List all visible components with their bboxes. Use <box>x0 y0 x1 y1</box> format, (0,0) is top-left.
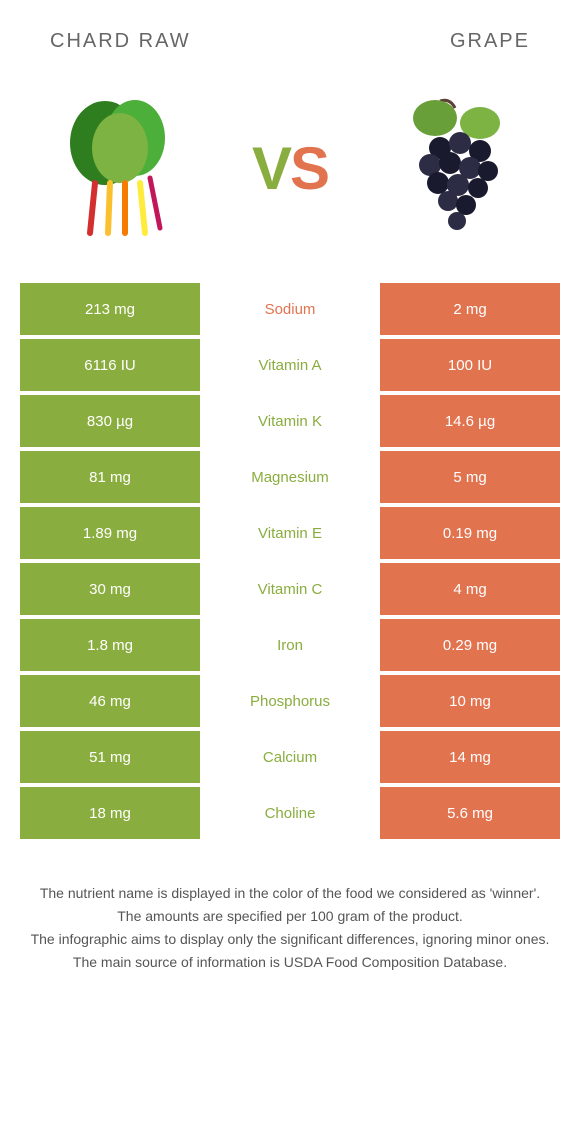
cell-nutrient-name: Sodium <box>200 283 380 335</box>
title-left: CHARD RAW <box>50 30 191 53</box>
cell-left-value: 1.89 mg <box>20 507 200 559</box>
cell-right-value: 5 mg <box>380 451 560 503</box>
cell-left-value: 1.8 mg <box>20 619 200 671</box>
cell-nutrient-name: Calcium <box>200 731 380 783</box>
table-row: 830 µgVitamin K14.6 µg <box>20 395 560 451</box>
cell-nutrient-name: Vitamin E <box>200 507 380 559</box>
cell-right-value: 0.29 mg <box>380 619 560 671</box>
cell-right-value: 14.6 µg <box>380 395 560 447</box>
table-row: 46 mgPhosphorus10 mg <box>20 675 560 731</box>
footer-notes: The nutrient name is displayed in the co… <box>30 883 550 973</box>
table-row: 51 mgCalcium14 mg <box>20 731 560 787</box>
cell-right-value: 10 mg <box>380 675 560 727</box>
table-row: 213 mgSodium2 mg <box>20 283 560 339</box>
cell-nutrient-name: Vitamin C <box>200 563 380 615</box>
cell-nutrient-name: Choline <box>200 787 380 839</box>
footer-line: The amounts are specified per 100 gram o… <box>30 906 550 927</box>
cell-nutrient-name: Iron <box>200 619 380 671</box>
cell-right-value: 5.6 mg <box>380 787 560 839</box>
cell-right-value: 14 mg <box>380 731 560 783</box>
table-row: 30 mgVitamin C4 mg <box>20 563 560 619</box>
chard-image <box>50 93 200 243</box>
vs-v: V <box>252 135 290 202</box>
nutrient-table: 213 mgSodium2 mg6116 IUVitamin A100 IU83… <box>20 283 560 843</box>
footer-line: The main source of information is USDA F… <box>30 952 550 973</box>
hero-row: VS <box>0 63 580 283</box>
table-row: 6116 IUVitamin A100 IU <box>20 339 560 395</box>
table-row: 1.89 mgVitamin E0.19 mg <box>20 507 560 563</box>
vs-s: S <box>290 135 328 202</box>
title-right: GRAPE <box>450 30 530 53</box>
grape-image <box>380 93 530 243</box>
cell-nutrient-name: Vitamin K <box>200 395 380 447</box>
cell-left-value: 6116 IU <box>20 339 200 391</box>
cell-left-value: 830 µg <box>20 395 200 447</box>
cell-right-value: 4 mg <box>380 563 560 615</box>
cell-right-value: 0.19 mg <box>380 507 560 559</box>
header: CHARD RAW GRAPE <box>0 0 580 63</box>
cell-left-value: 51 mg <box>20 731 200 783</box>
vs-badge: VS <box>252 134 328 203</box>
cell-right-value: 100 IU <box>380 339 560 391</box>
cell-left-value: 46 mg <box>20 675 200 727</box>
cell-nutrient-name: Vitamin A <box>200 339 380 391</box>
footer-line: The infographic aims to display only the… <box>30 929 550 950</box>
cell-left-value: 30 mg <box>20 563 200 615</box>
table-row: 1.8 mgIron0.29 mg <box>20 619 560 675</box>
table-row: 18 mgCholine5.6 mg <box>20 787 560 843</box>
cell-nutrient-name: Phosphorus <box>200 675 380 727</box>
cell-left-value: 18 mg <box>20 787 200 839</box>
cell-left-value: 213 mg <box>20 283 200 335</box>
cell-right-value: 2 mg <box>380 283 560 335</box>
cell-left-value: 81 mg <box>20 451 200 503</box>
table-row: 81 mgMagnesium5 mg <box>20 451 560 507</box>
footer-line: The nutrient name is displayed in the co… <box>30 883 550 904</box>
cell-nutrient-name: Magnesium <box>200 451 380 503</box>
